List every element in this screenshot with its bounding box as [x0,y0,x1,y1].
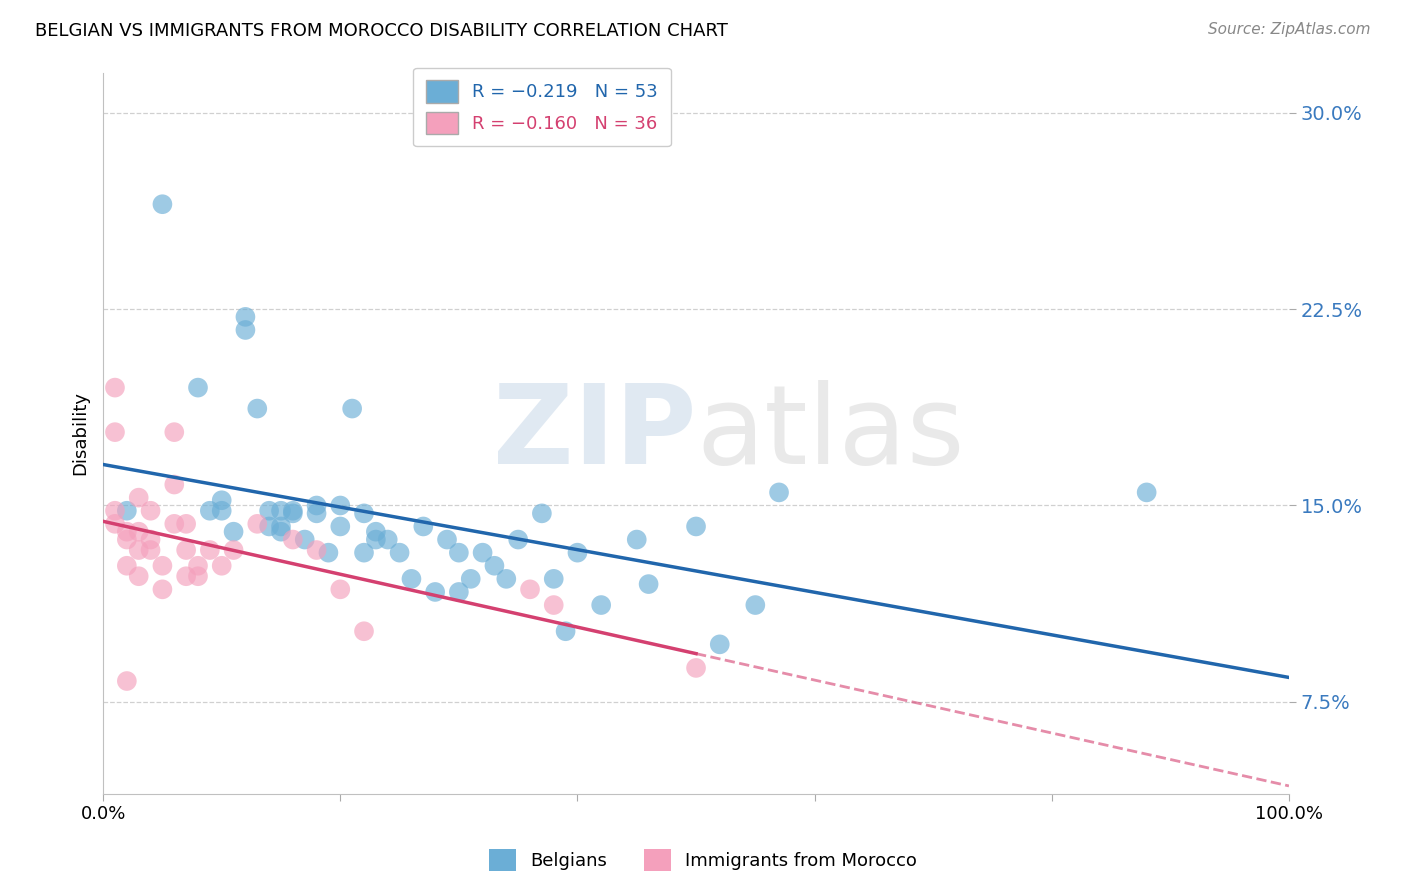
Point [104,425,127,439]
Y-axis label: Disability: Disability [72,392,89,475]
Point [305,543,328,558]
Point [270,504,292,518]
Point [294,533,316,547]
Point [235,310,257,324]
Text: atlas: atlas [696,380,965,487]
Point [174,569,197,583]
Point [364,533,387,547]
Point [163,516,186,531]
Point [1136,485,1159,500]
Point [222,543,245,558]
Point [318,546,340,560]
Point [257,519,280,533]
Point [235,323,257,337]
Point [222,524,245,539]
Point [198,504,221,518]
Point [685,661,707,675]
Point [104,516,127,531]
Point [187,569,209,583]
Point [530,507,553,521]
Point [257,504,280,518]
Point [388,546,411,560]
Point [591,598,613,612]
Point [270,519,292,533]
Point [484,558,506,573]
Point [174,516,197,531]
Point [508,533,530,547]
Point [115,533,138,547]
Point [685,519,707,533]
Point [152,558,174,573]
Point [329,519,352,533]
Point [471,546,494,560]
Point [425,585,447,599]
Point [554,624,576,639]
Point [329,582,352,597]
Point [115,524,138,539]
Point [115,673,138,688]
Point [139,533,162,547]
Text: Source: ZipAtlas.com: Source: ZipAtlas.com [1208,22,1371,37]
Point [340,401,363,416]
Point [163,425,186,439]
Point [115,558,138,573]
Point [128,569,150,583]
Point [377,533,399,547]
Point [495,572,517,586]
Point [198,543,221,558]
Point [187,381,209,395]
Point [447,546,470,560]
Point [447,585,470,599]
Point [152,197,174,211]
Point [187,558,209,573]
Point [139,543,162,558]
Point [281,533,304,547]
Point [744,598,766,612]
Point [626,533,648,547]
Point [174,543,197,558]
Point [211,558,233,573]
Point [709,637,731,651]
Point [353,507,375,521]
Point [128,491,150,505]
Point [211,504,233,518]
Point [128,524,150,539]
Point [305,499,328,513]
Point [353,624,375,639]
Point [115,504,138,518]
Point [281,507,304,521]
Point [543,572,565,586]
Point [412,519,434,533]
Point [637,577,659,591]
Text: ZIP: ZIP [492,380,696,487]
Point [104,504,127,518]
Point [543,598,565,612]
Point [567,546,589,560]
Point [305,507,328,521]
Point [152,582,174,597]
Legend: Belgians, Immigrants from Morocco: Belgians, Immigrants from Morocco [482,842,924,879]
Point [436,533,458,547]
Point [364,524,387,539]
Point [128,543,150,558]
Point [139,504,162,518]
Point [353,546,375,560]
Point [768,485,790,500]
Point [163,477,186,491]
Point [281,504,304,518]
Text: BELGIAN VS IMMIGRANTS FROM MOROCCO DISABILITY CORRELATION CHART: BELGIAN VS IMMIGRANTS FROM MOROCCO DISAB… [35,22,728,40]
Point [246,401,269,416]
Point [460,572,482,586]
Point [519,582,541,597]
Point [211,493,233,508]
Point [329,499,352,513]
Legend: R = −0.219   N = 53, R = −0.160   N = 36: R = −0.219 N = 53, R = −0.160 N = 36 [413,68,671,146]
Point [104,381,127,395]
Point [401,572,423,586]
Point [270,524,292,539]
Point [246,516,269,531]
